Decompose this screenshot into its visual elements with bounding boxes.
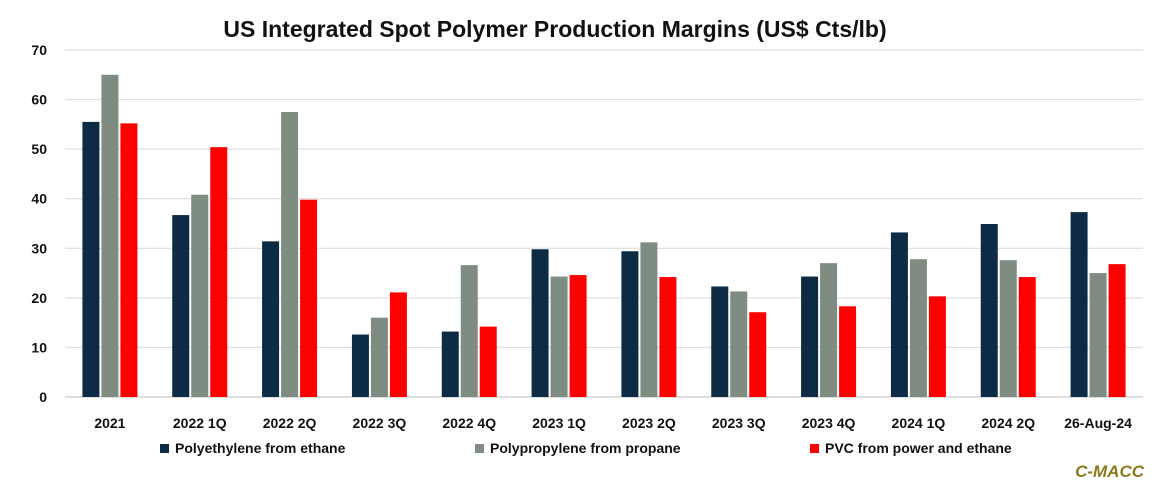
legend-swatch-polypropylene bbox=[475, 443, 484, 453]
bar bbox=[1108, 264, 1126, 397]
bar bbox=[262, 241, 280, 397]
x-tick-label: 2022 2Q bbox=[263, 415, 317, 431]
legend-item-polyethylene: Polyethylene from ethane bbox=[160, 440, 345, 456]
bar bbox=[120, 123, 138, 397]
bar bbox=[479, 326, 497, 397]
legend-label-pvc: PVC from power and ethane bbox=[825, 440, 1012, 456]
y-tick-label: 50 bbox=[31, 141, 47, 157]
bar bbox=[460, 265, 478, 397]
y-tick-label: 10 bbox=[31, 339, 47, 355]
bar bbox=[749, 312, 767, 397]
bar bbox=[82, 121, 100, 397]
bar bbox=[640, 242, 658, 397]
x-tick-label: 2023 4Q bbox=[802, 415, 856, 431]
x-tick-label: 2023 3Q bbox=[712, 415, 766, 431]
bar bbox=[890, 232, 908, 397]
x-tick-label: 2023 1Q bbox=[532, 415, 586, 431]
bar bbox=[1089, 273, 1107, 397]
bar bbox=[300, 199, 318, 397]
bar bbox=[550, 276, 568, 397]
legend-label-polyethylene: Polyethylene from ethane bbox=[175, 440, 346, 456]
bar bbox=[711, 286, 729, 397]
y-tick-label: 20 bbox=[31, 290, 47, 306]
bar bbox=[801, 276, 819, 397]
bar bbox=[191, 194, 209, 397]
bar bbox=[999, 260, 1017, 397]
legend-item-polypropylene: Polypropylene from propane bbox=[475, 440, 681, 456]
bar bbox=[101, 74, 119, 398]
x-tick-label: 2024 1Q bbox=[892, 415, 946, 431]
bar bbox=[621, 251, 639, 397]
bar bbox=[569, 275, 587, 397]
x-tick-label: 2024 2Q bbox=[981, 415, 1035, 431]
bar bbox=[1018, 277, 1036, 397]
x-tick-label: 2022 4Q bbox=[442, 415, 496, 431]
bar bbox=[210, 147, 228, 397]
x-tick-label: 2023 2Q bbox=[622, 415, 676, 431]
legend-item-pvc: PVC from power and ethane bbox=[810, 440, 1012, 456]
bar bbox=[389, 292, 407, 397]
bar bbox=[928, 296, 946, 397]
bar bbox=[370, 317, 388, 397]
x-tick-label: 2021 bbox=[94, 415, 125, 431]
y-tick-label: 30 bbox=[31, 240, 47, 256]
bar bbox=[351, 334, 369, 397]
watermark-logo: C-MACC bbox=[1075, 462, 1144, 481]
bar bbox=[659, 277, 677, 397]
y-tick-label: 0 bbox=[39, 389, 47, 405]
x-tick-label: 26-Aug-24 bbox=[1064, 415, 1132, 431]
y-tick-label: 40 bbox=[31, 191, 47, 207]
x-tick-label: 2022 3Q bbox=[353, 415, 407, 431]
y-tick-label: 60 bbox=[31, 92, 47, 108]
bar bbox=[730, 291, 748, 397]
bar bbox=[441, 331, 459, 397]
bar bbox=[281, 111, 299, 397]
legend-label-polypropylene: Polypropylene from propane bbox=[490, 440, 681, 456]
bar bbox=[820, 263, 838, 397]
bar bbox=[1070, 212, 1088, 397]
chart-title: US Integrated Spot Polymer Production Ma… bbox=[223, 16, 887, 42]
bar bbox=[839, 306, 857, 397]
legend-swatch-polyethylene bbox=[160, 443, 169, 453]
x-tick-label: 2022 1Q bbox=[173, 415, 227, 431]
bar bbox=[531, 249, 549, 397]
legend-swatch-pvc bbox=[810, 443, 819, 453]
y-tick-label: 70 bbox=[31, 42, 47, 58]
bar bbox=[172, 215, 190, 397]
bar bbox=[980, 223, 998, 397]
bar bbox=[909, 259, 927, 397]
